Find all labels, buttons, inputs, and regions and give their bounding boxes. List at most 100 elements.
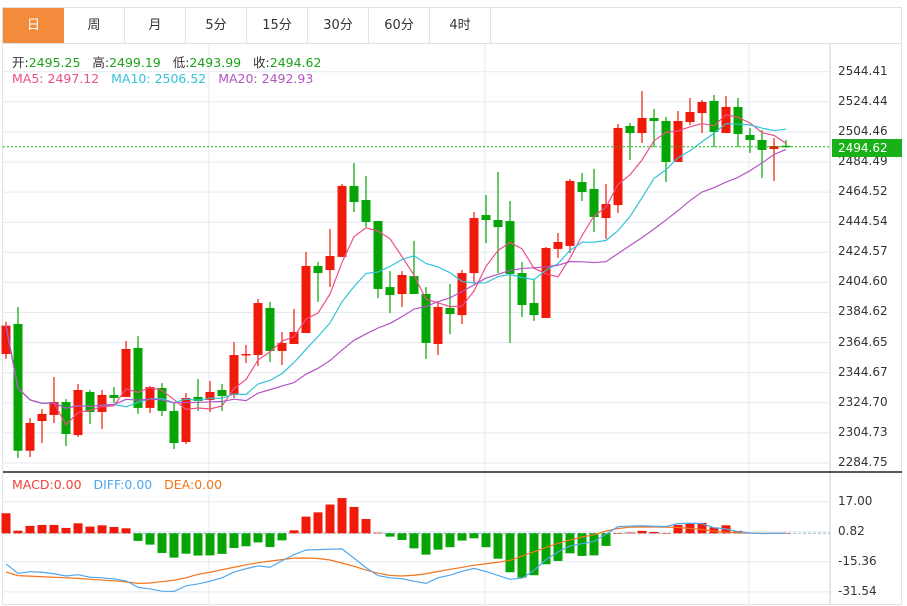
ma10-label: MA10:: [111, 71, 151, 86]
candle-down: [589, 188, 599, 217]
price-tick-label: 2404.60: [838, 274, 888, 289]
macd-tick-label: -31.54: [838, 583, 877, 598]
candle-down: [217, 389, 227, 397]
candle-down: [445, 308, 455, 315]
macd-bar: [121, 528, 131, 534]
current-price-tag: 2494.62: [832, 139, 902, 157]
candle-up: [37, 413, 47, 422]
candle-down: [313, 265, 323, 274]
price-tick-label: 2444.54: [838, 214, 888, 229]
price-tick-label: 2324.70: [838, 394, 888, 409]
candle-down: [361, 199, 371, 222]
candle-down: [193, 396, 203, 401]
macd-bar: [541, 533, 551, 565]
tab-0[interactable]: 日: [3, 8, 64, 44]
price-tick-label: 2504.46: [838, 123, 888, 138]
macd-bar: [469, 533, 479, 539]
macd-bar: [577, 533, 587, 556]
candle-down: [781, 145, 791, 148]
macd-bar: [601, 533, 611, 546]
macd-bar: [409, 533, 419, 549]
macd-bar: [481, 533, 491, 548]
macd-bar: [373, 532, 383, 534]
close-value: 2494.62: [269, 55, 322, 70]
candle-up: [277, 342, 287, 351]
ma10-value: 2506.52: [154, 71, 207, 86]
candle-up: [1, 325, 11, 354]
chart-frame: [2, 43, 902, 605]
tab-3[interactable]: 5分: [186, 8, 247, 44]
diff-label: DIFF:: [93, 477, 125, 492]
ma20-line: [5, 148, 787, 409]
tab-7[interactable]: 4时: [430, 8, 491, 44]
macd-bar: [133, 533, 143, 541]
close-label: 收:: [253, 55, 270, 70]
macd-bar: [565, 533, 575, 554]
macd-bar: [661, 533, 671, 534]
candle-up: [613, 127, 623, 206]
macd-bar: [157, 533, 167, 553]
tab-1[interactable]: 周: [64, 8, 125, 44]
price-tick-label: 2364.65: [838, 334, 888, 349]
ma5-line: [5, 114, 787, 426]
macd-bar: [301, 516, 311, 534]
candle-up: [673, 120, 683, 162]
macd-bar: [697, 522, 707, 534]
macd-value: 0.00: [53, 477, 82, 492]
candle-up: [145, 386, 155, 408]
candle-down: [133, 347, 143, 408]
tab-2[interactable]: 月: [125, 8, 186, 44]
price-tick-label: 2384.62: [838, 304, 888, 319]
candle-down: [109, 394, 119, 398]
candle-up: [397, 275, 407, 294]
macd-bar: [253, 533, 263, 543]
diff-line: [5, 522, 786, 592]
macd-bar: [589, 533, 599, 556]
ma20-label: MA20:: [218, 71, 258, 86]
low-value: 2493.99: [189, 55, 242, 70]
candle-down: [493, 220, 503, 228]
macd-bar: [421, 533, 431, 555]
tab-6[interactable]: 60分: [369, 8, 430, 44]
macd-bar: [361, 519, 371, 534]
tab-5[interactable]: 30分: [308, 8, 369, 44]
macd-bar: [673, 524, 683, 534]
candle-down: [517, 273, 527, 305]
price-tick-label: 2424.57: [838, 244, 888, 259]
low-label: 低:: [172, 55, 190, 70]
candle-down: [349, 185, 359, 203]
candle-up: [457, 273, 467, 316]
macd-bar: [13, 530, 23, 534]
macd-bar: [181, 533, 191, 554]
ma5-label: MA5:: [12, 71, 44, 86]
macd-bar: [205, 533, 215, 556]
candle-up: [541, 248, 551, 318]
period-tabs: 日周月 5分 15分 30分 60分 4时: [2, 7, 902, 44]
macd-bar: [193, 533, 203, 556]
macd-bar: [1, 513, 11, 534]
macd-bar: [325, 504, 335, 534]
macd-bar: [73, 523, 83, 534]
price-tick-label: 2464.52: [838, 184, 888, 199]
candle-down: [529, 303, 539, 316]
macd-bar: [277, 533, 287, 541]
candle-up: [253, 303, 263, 356]
macd-tick-label: -15.36: [838, 553, 877, 568]
open-value: 2495.25: [28, 55, 81, 70]
dea-label: DEA:: [164, 477, 195, 492]
macd-bar: [49, 524, 59, 534]
candle-down: [577, 182, 587, 192]
macd-bar: [649, 532, 659, 534]
macd-bar: [313, 512, 323, 534]
candle-up: [241, 353, 251, 356]
ohlc-header: 开:2495.25 高:2499.19 低:2493.99 收:2494.62: [12, 52, 321, 71]
tab-4[interactable]: 15分: [247, 8, 308, 44]
candle-up: [205, 391, 215, 400]
open-label: 开:: [12, 55, 29, 70]
macd-bar: [457, 533, 467, 541]
candle-down: [481, 215, 491, 221]
candle-up: [637, 117, 647, 134]
macd-bar: [229, 533, 239, 548]
macd-bar: [637, 530, 647, 534]
